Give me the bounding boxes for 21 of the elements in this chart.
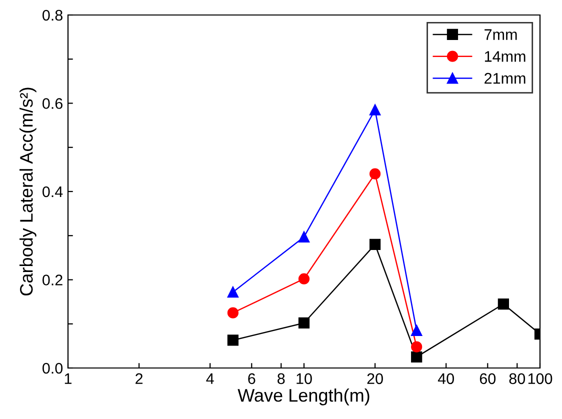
- x-tick-label: 80: [509, 373, 526, 384]
- y-tick-label: 0.4: [42, 186, 63, 198]
- legend-label: 14mm: [484, 51, 526, 62]
- y-axis-title: Carbody Lateral Acc(m/s²): [20, 88, 36, 296]
- x-tick-label: 6: [248, 373, 256, 384]
- y-tick-label: 0.6: [42, 98, 62, 109]
- y-tick-label: 0.2: [42, 274, 62, 286]
- x-axis-title: Wave Length(m): [238, 388, 370, 406]
- legend-label: 21mm: [484, 72, 526, 84]
- x-tick-label: 8: [278, 373, 285, 384]
- x-tick-label: 40: [438, 373, 454, 384]
- legend-label: 7mm: [484, 29, 517, 40]
- y-tick-label: 0.8: [42, 10, 62, 21]
- x-tick-label: 2: [136, 373, 143, 384]
- x-tick-label: 60: [480, 373, 496, 384]
- x-tick-label: 4: [206, 373, 214, 384]
- x-tick-label: 100: [528, 373, 552, 384]
- x-tick-label: 10: [296, 373, 312, 384]
- y-tick-label: 0.0: [42, 362, 63, 374]
- x-tick-label: 20: [367, 373, 383, 384]
- x-tick-label: 1: [64, 373, 72, 384]
